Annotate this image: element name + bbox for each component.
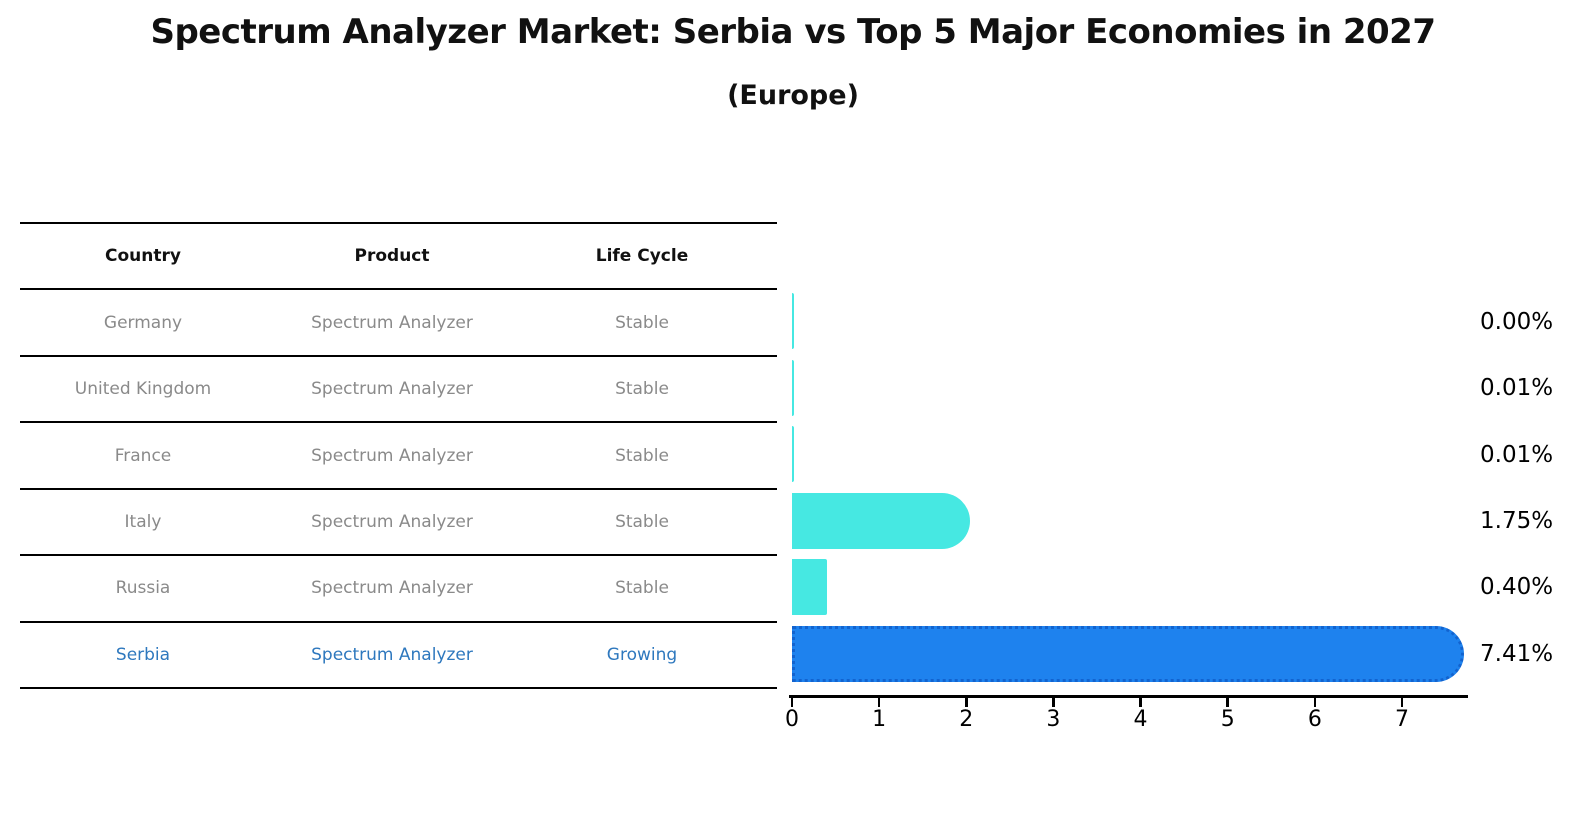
- table-cell-country: United Kingdom: [74, 379, 212, 400]
- table-row-france: France Spectrum Analyzer Stable: [20, 423, 777, 490]
- table-cell-country: Germany: [103, 312, 183, 333]
- x-axis-tick-label-5: 5: [1220, 707, 1235, 732]
- value-label-russia: 0.40%: [1480, 574, 1554, 601]
- table-row-germany: Germany Spectrum Analyzer Stable: [20, 290, 777, 357]
- value-label-france: 0.01%: [1480, 441, 1554, 468]
- bar-serbia: [792, 625, 1464, 682]
- table-header-product: Product: [354, 246, 430, 267]
- table-row-russia: Russia Spectrum Analyzer Stable: [20, 556, 777, 623]
- x-axis-line: [789, 695, 1468, 698]
- x-axis-tick-label-6: 6: [1307, 707, 1322, 732]
- value-label-united-kingdom: 0.01%: [1480, 375, 1554, 402]
- bar-russia: [792, 559, 827, 616]
- table-row-italy: Italy Spectrum Analyzer Stable: [20, 490, 777, 557]
- table-header-lifecycle: Life Cycle: [595, 246, 689, 267]
- x-axis-tick-5: [1226, 697, 1229, 707]
- table-cell-country: Serbia: [115, 644, 171, 665]
- value-label-germany: 0.00%: [1480, 308, 1554, 335]
- table-cell-lifecycle: Stable: [615, 511, 669, 532]
- table-cell-country: Italy: [124, 511, 162, 532]
- x-axis-tick-2: [965, 697, 968, 707]
- x-axis-tick-1: [877, 697, 881, 707]
- table-body: Germany Spectrum Analyzer Stable United …: [20, 290, 777, 690]
- table-cell-country: France: [114, 445, 172, 466]
- table-cell-lifecycle: Stable: [615, 445, 669, 466]
- x-axis-tick-3: [1052, 697, 1055, 707]
- table-cell-product: Spectrum Analyzer: [311, 445, 473, 466]
- x-axis-tick-6: [1313, 697, 1317, 707]
- table-cell-product: Spectrum Analyzer: [311, 644, 473, 665]
- bar-germany: [792, 293, 794, 350]
- table-cell-lifecycle: Growing: [606, 644, 678, 665]
- table-header-row: Country Product Life Cycle: [20, 224, 777, 291]
- bar-united-kingdom: [792, 359, 794, 416]
- table-row-serbia: Serbia Spectrum Analyzer Growing: [20, 623, 777, 690]
- bar-france: [792, 426, 794, 483]
- chart-title: Spectrum Analyzer Market: Serbia vs Top …: [150, 12, 1436, 52]
- table-cell-lifecycle: Stable: [615, 312, 669, 333]
- table-header-country: Country: [105, 246, 181, 267]
- chart-subtitle: (Europe): [727, 80, 859, 111]
- x-axis-tick-7: [1400, 697, 1404, 707]
- x-axis-tick-label-0: 0: [785, 707, 799, 732]
- value-label-serbia: 7.41%: [1480, 640, 1554, 667]
- x-axis-tick-label-4: 4: [1133, 707, 1148, 732]
- table-cell-product: Spectrum Analyzer: [311, 379, 473, 400]
- table-cell-product: Spectrum Analyzer: [311, 511, 473, 532]
- x-axis-tick-label-3: 3: [1046, 707, 1061, 732]
- value-label-italy: 1.75%: [1480, 507, 1554, 534]
- table-cell-product: Spectrum Analyzer: [311, 578, 473, 599]
- bar-italy: [792, 492, 971, 549]
- x-axis-tick-label-1: 1: [872, 707, 887, 732]
- table-row-united-kingdom: United Kingdom Spectrum Analyzer Stable: [20, 357, 777, 424]
- country-table: Country Product Life Cycle Germany Spect…: [20, 222, 777, 690]
- x-axis-tick-label-2: 2: [959, 707, 974, 732]
- x-axis-tick-4: [1139, 697, 1142, 707]
- table-cell-lifecycle: Stable: [615, 379, 669, 400]
- table-cell-country: Russia: [115, 578, 171, 599]
- table-cell-lifecycle: Stable: [615, 578, 669, 599]
- table-cell-product: Spectrum Analyzer: [311, 312, 473, 333]
- x-axis-tick-0: [790, 697, 794, 707]
- x-axis-tick-label-7: 7: [1394, 707, 1409, 732]
